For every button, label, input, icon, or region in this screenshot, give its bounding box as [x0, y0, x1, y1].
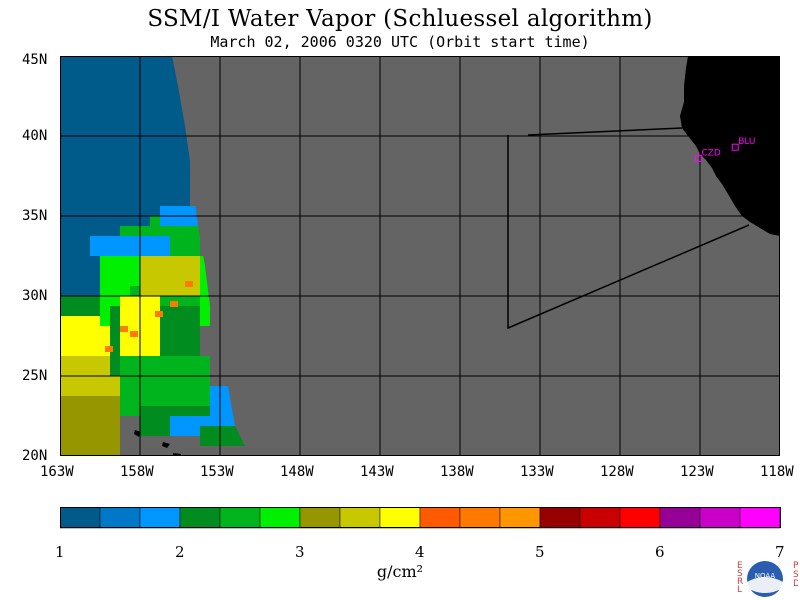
- colorbar-cell: [619, 507, 661, 529]
- colorbar-tick-label: 3: [295, 543, 305, 561]
- colorbar-tick-label: 5: [535, 543, 545, 561]
- lon-tick-label: 128W: [600, 464, 634, 480]
- lat-tick-label: 35N: [22, 208, 48, 224]
- lon-tick-label: 158W: [120, 464, 154, 480]
- colorbar-cell: [459, 507, 501, 529]
- lon-tick-label: 133W: [520, 464, 554, 480]
- lon-tick-label: 143W: [360, 464, 394, 480]
- colorbar-tick-label: 2: [175, 543, 185, 561]
- colorbar-cell: [579, 507, 621, 529]
- colorbar-cell: [219, 507, 261, 529]
- map-subtitle: March 02, 2006 0320 UTC (Orbit start tim…: [210, 33, 590, 51]
- lat-tick-label: 20N: [22, 448, 48, 464]
- colorbar-frame: [60, 507, 781, 528]
- swath-hotspot: [120, 326, 128, 332]
- colorbar-cell: [339, 507, 381, 529]
- colorbar-tick-label: 6: [655, 543, 665, 561]
- colorbar: [60, 507, 781, 529]
- lat-tick-label: 30N: [22, 288, 48, 304]
- trajectory-line: [507, 135, 750, 330]
- swath-data: [60, 56, 780, 456]
- station-label: BLU: [738, 137, 755, 147]
- logo-text: NOAA: [755, 572, 776, 580]
- lat-tick-label: 25N: [22, 368, 48, 384]
- colorbar-cell: [60, 507, 101, 529]
- colorbar-tick-label: 1: [55, 543, 65, 561]
- station-marker: [694, 154, 702, 162]
- colorbar-cell: [739, 507, 781, 529]
- colorbar-cell: [259, 507, 301, 529]
- stations-layer: CZD BLU: [694, 137, 756, 162]
- lon-tick-label: 138W: [440, 464, 474, 480]
- colorbar-cell: [539, 507, 581, 529]
- colorbar-cell: [179, 507, 221, 529]
- colorbar-cell: [299, 507, 341, 529]
- map-title: SSM/I Water Vapor (Schluessel algorithm): [147, 6, 653, 32]
- trajectory-top-line: [527, 127, 683, 136]
- swath-cell: [140, 256, 200, 296]
- lon-tick-label: 163W: [40, 464, 74, 480]
- swath-cell: [60, 396, 120, 456]
- colorbar-tick-label: 7: [775, 543, 785, 561]
- water-vapor-map: CZD BLU: [60, 56, 780, 456]
- lon-tick-label: 153W: [200, 464, 234, 480]
- lon-tick-label: 123W: [680, 464, 714, 480]
- colorbar-cell: [99, 507, 141, 529]
- logo-wave: [747, 577, 783, 593]
- station-marker: [731, 143, 739, 151]
- colorbar-cell: [699, 507, 741, 529]
- lat-tick-label: 40N: [22, 128, 48, 144]
- map-frame: [60, 56, 780, 456]
- colorbar-cell: [659, 507, 701, 529]
- colorbar-units: g/cm²: [376, 562, 424, 581]
- island-oahu: [162, 442, 170, 448]
- no-data-region: [172, 56, 780, 456]
- colorbar-cells: [60, 507, 781, 529]
- colorbar-cell: [499, 507, 541, 529]
- swath-hotspot: [155, 311, 163, 317]
- swath-hotspot: [170, 301, 178, 307]
- station-label: CZD: [701, 148, 720, 158]
- colorbar-cell: [419, 507, 461, 529]
- lat-tick-label: 45N: [22, 52, 48, 68]
- colorbar-tick-label: 4: [415, 543, 425, 561]
- colorbar-cell: [379, 507, 421, 529]
- island-kauai: [134, 430, 141, 437]
- swath-hotspot: [130, 331, 138, 337]
- lon-tick-label: 148W: [280, 464, 314, 480]
- swath-hotspot: [185, 281, 193, 287]
- lon-tick-label: 118W: [760, 464, 794, 480]
- colorbar-cell: [139, 507, 181, 529]
- land-mass: [680, 56, 780, 236]
- swath-hotspot: [105, 346, 113, 352]
- swath-cell: [90, 236, 170, 256]
- lat-lon-grid: [60, 56, 780, 456]
